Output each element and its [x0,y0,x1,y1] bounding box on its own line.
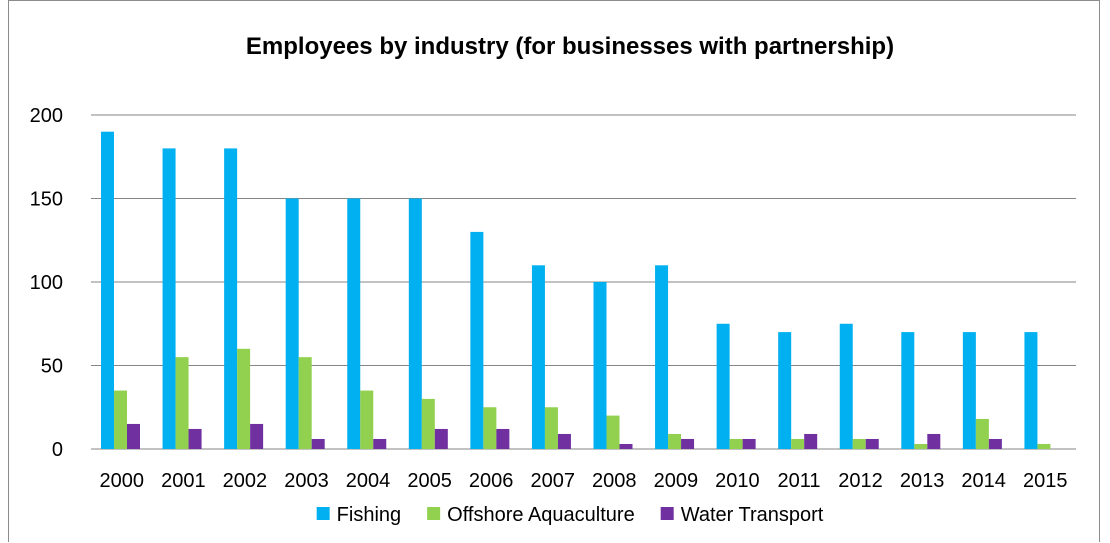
legend-swatch-fishing [316,507,330,520]
bar-offshore-aquaculture-2012 [852,438,866,449]
bar-fishing-2011 [778,332,792,449]
bar-offshore-aquaculture-2006 [483,407,497,449]
bar-chart: Employees by industry (for businesses wi… [30,33,1076,526]
y-tick-label-100: 100 [30,272,63,294]
x-tick-label-2007: 2007 [530,470,575,492]
bars [101,131,1051,449]
bar-water-transport-2002 [250,423,264,449]
legend-label-water-transport: Water Transport [681,504,824,526]
x-tick-label-2015: 2015 [1023,470,1068,492]
bar-water-transport-2009 [681,438,695,449]
bar-water-transport-2013 [927,433,941,449]
y-tick-label-0: 0 [52,439,63,461]
legend-swatch-offshore-aquaculture [427,507,441,520]
bar-offshore-aquaculture-2008 [606,415,620,449]
bar-offshore-aquaculture-2015 [1037,443,1051,449]
bar-fishing-2000 [101,131,114,449]
x-tick-label-2004: 2004 [346,470,391,492]
bar-fishing-2006 [470,231,484,449]
bar-fishing-2008 [593,282,607,449]
bar-water-transport-2014 [988,438,1002,449]
bar-offshore-aquaculture-2002 [237,348,251,449]
legend: Fishing Offshore Aquaculture Water Transpo… [316,504,824,526]
bar-fishing-2007 [531,265,545,449]
x-axis-ticks: 2000 2001 2002 2003 2004 2005 2006 2007 2008 2009… [100,470,1068,492]
bar-offshore-aquaculture-2013 [914,443,928,449]
bar-fishing-2003 [285,198,299,449]
x-tick-label-2002: 2002 [223,470,268,492]
bar-offshore-aquaculture-2010 [729,438,743,449]
x-tick-label-2010: 2010 [715,470,760,492]
legend-label-fishing: Fishing [337,504,401,526]
bar-offshore-aquaculture-2001 [175,357,189,449]
bar-water-transport-2011 [804,433,818,449]
bar-fishing-2013 [901,332,915,449]
bar-fishing-2002 [224,148,238,449]
bar-water-transport-2001 [188,428,202,449]
bar-fishing-2015 [1024,332,1038,449]
y-tick-label-50: 50 [41,356,63,378]
bar-offshore-aquaculture-2009 [668,433,682,449]
bar-offshore-aquaculture-2003 [298,357,312,449]
x-tick-label-2014: 2014 [961,470,1006,492]
bar-fishing-2010 [716,323,730,449]
chart-frame: Employees by industry (for businesses wi… [8,0,1100,542]
bar-fishing-2009 [655,265,669,449]
x-tick-label-2001: 2001 [161,470,206,492]
x-tick-label-2009: 2009 [654,470,699,492]
bar-water-transport-2012 [865,438,879,449]
bar-fishing-2001 [162,148,176,449]
x-tick-label-2006: 2006 [469,470,514,492]
bar-fishing-2014 [962,332,976,449]
x-tick-label-2013: 2013 [900,470,945,492]
bar-offshore-aquaculture-2000 [114,390,127,449]
bar-water-transport-2008 [619,443,633,449]
bar-fishing-2012 [839,323,853,449]
bar-water-transport-2004 [373,438,387,449]
x-tick-label-2005: 2005 [407,470,452,492]
x-tick-label-2000: 2000 [100,470,145,492]
x-tick-label-2008: 2008 [592,470,637,492]
bar-water-transport-2000 [127,423,140,449]
chart-title: Employees by industry (for businesses wi… [246,33,894,60]
bar-water-transport-2007 [557,433,571,449]
bar-offshore-aquaculture-2014 [975,418,989,449]
y-tick-label-200: 200 [30,105,63,127]
y-axis-ticks: 0 50 100 150 200 [30,105,63,461]
x-tick-label-2011: 2011 [777,470,820,492]
bar-water-transport-2010 [742,438,756,449]
bar-fishing-2004 [347,198,361,449]
bar-water-transport-2005 [434,428,448,449]
bar-water-transport-2003 [311,438,325,449]
x-tick-label-2012: 2012 [838,470,883,492]
x-tick-label-2003: 2003 [284,470,329,492]
legend-swatch-water-transport [660,507,674,520]
bar-offshore-aquaculture-2007 [544,407,558,449]
bar-water-transport-2006 [496,428,510,449]
bar-offshore-aquaculture-2004 [360,390,374,449]
bar-fishing-2005 [408,198,422,449]
bar-offshore-aquaculture-2011 [791,438,805,449]
y-tick-label-150: 150 [30,189,63,211]
legend-label-offshore-aquaculture: Offshore Aquaculture [447,504,635,526]
bar-offshore-aquaculture-2005 [421,398,435,449]
